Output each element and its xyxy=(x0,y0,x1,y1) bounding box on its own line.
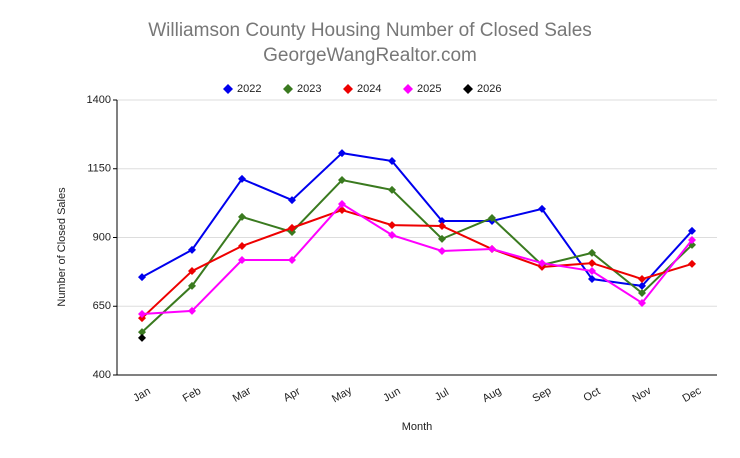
data-point xyxy=(138,273,146,282)
data-point xyxy=(238,212,246,221)
data-point xyxy=(488,245,496,254)
data-point xyxy=(638,289,646,298)
data-point xyxy=(488,213,496,222)
data-point xyxy=(188,267,196,276)
data-point xyxy=(238,174,246,183)
data-point xyxy=(588,275,596,284)
data-point xyxy=(338,176,346,185)
data-point xyxy=(388,157,396,166)
data-point xyxy=(438,221,446,230)
data-point xyxy=(638,298,646,307)
data-point xyxy=(388,185,396,194)
data-point xyxy=(688,226,696,235)
data-point xyxy=(338,149,346,158)
data-point xyxy=(688,259,696,268)
y-tick-label: 1150 xyxy=(87,163,111,175)
legend-label: 2024 xyxy=(357,83,381,95)
x-tick-label: Aug xyxy=(480,385,503,405)
legend-label: 2026 xyxy=(477,83,501,95)
legend-marker xyxy=(223,84,233,94)
legend-label: 2022 xyxy=(237,83,261,95)
data-point xyxy=(588,259,596,268)
x-tick-label: Apr xyxy=(282,385,303,404)
series-line xyxy=(141,152,693,287)
data-point xyxy=(338,206,346,214)
x-tick-label: Jun xyxy=(381,385,402,404)
data-point xyxy=(288,228,296,236)
series-line xyxy=(141,202,693,315)
data-point xyxy=(138,309,146,318)
legend-marker xyxy=(283,84,293,94)
data-point xyxy=(238,242,246,251)
data-point xyxy=(188,281,196,290)
series-line xyxy=(141,178,693,333)
data-point xyxy=(688,235,696,244)
chart-subtitle: GeorgeWangRealtor.com xyxy=(263,45,477,66)
data-point xyxy=(238,256,246,265)
data-point xyxy=(538,259,546,268)
legend-marker xyxy=(343,84,353,94)
data-point xyxy=(288,196,296,205)
data-point xyxy=(138,314,146,323)
y-tick-label: 400 xyxy=(93,369,111,381)
data-point xyxy=(438,234,446,243)
data-point xyxy=(638,281,646,290)
series-line xyxy=(141,208,693,319)
data-point xyxy=(288,223,296,232)
data-point xyxy=(388,231,396,240)
x-tick-label: Jan xyxy=(131,385,152,404)
legend-marker xyxy=(403,84,413,94)
x-tick-label: May xyxy=(330,384,354,405)
data-point xyxy=(188,245,196,254)
legend-label: 2023 xyxy=(297,83,321,95)
data-point xyxy=(288,256,296,265)
chart-title: Williamson County Housing Number of Clos… xyxy=(148,20,592,41)
data-point xyxy=(588,267,596,276)
y-tick-label: 1400 xyxy=(87,94,111,106)
x-tick-label: Sep xyxy=(530,385,553,405)
data-point xyxy=(138,328,146,337)
data-point xyxy=(388,221,396,230)
x-axis-label: Month xyxy=(402,421,433,433)
data-point xyxy=(338,199,346,208)
x-tick-label: Mar xyxy=(231,385,254,405)
x-tick-label: Jul xyxy=(433,386,451,403)
x-tick-label: Oct xyxy=(582,385,603,404)
x-tick-label: Dec xyxy=(680,385,703,405)
data-point xyxy=(438,246,446,255)
legend-marker xyxy=(463,84,473,94)
data-point xyxy=(188,306,196,315)
data-point xyxy=(588,248,596,257)
x-tick-label: Feb xyxy=(181,385,203,405)
y-tick-label: 650 xyxy=(93,300,111,312)
x-tick-label: Nov xyxy=(630,385,653,405)
legend-label: 2025 xyxy=(417,83,441,95)
data-point xyxy=(638,275,646,284)
data-point xyxy=(438,217,446,225)
data-point xyxy=(538,204,546,213)
y-axis-label: Number of Closed Sales xyxy=(56,187,68,307)
data-point xyxy=(138,333,146,342)
y-tick-label: 900 xyxy=(93,231,111,243)
